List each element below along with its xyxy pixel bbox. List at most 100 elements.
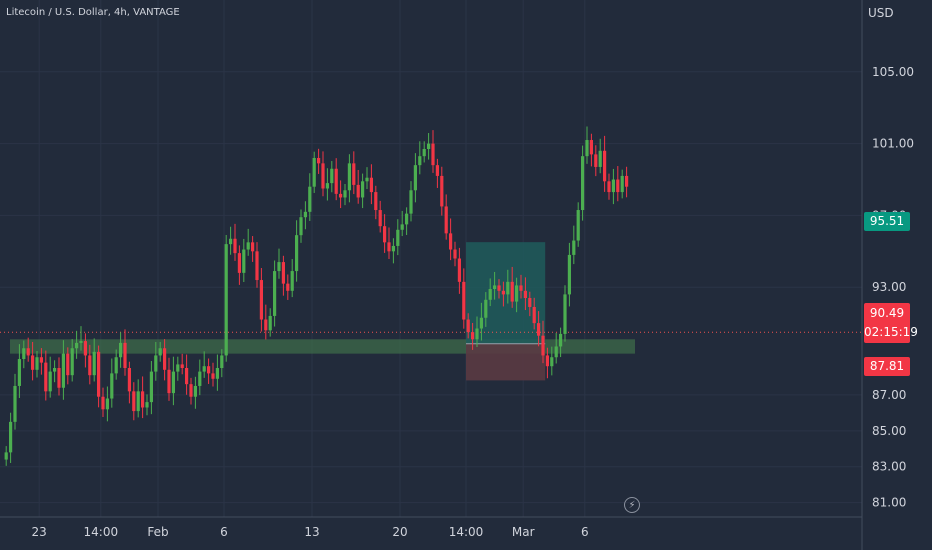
- candle-body[interactable]: [57, 368, 61, 388]
- candle-body[interactable]: [119, 342, 123, 358]
- candle-body[interactable]: [233, 238, 237, 254]
- candle-body[interactable]: [48, 371, 52, 392]
- candle-body[interactable]: [501, 290, 505, 295]
- candle-body[interactable]: [352, 163, 356, 185]
- candle-body[interactable]: [312, 157, 316, 187]
- candle-body[interactable]: [295, 235, 299, 272]
- candle-body[interactable]: [620, 175, 624, 193]
- candle-body[interactable]: [202, 366, 206, 372]
- candle-body[interactable]: [325, 183, 329, 189]
- candle-body[interactable]: [497, 285, 501, 291]
- candle-body[interactable]: [422, 148, 426, 157]
- candle-body[interactable]: [598, 150, 602, 167]
- candle-body[interactable]: [132, 391, 136, 412]
- candle-body[interactable]: [13, 385, 17, 422]
- candle-body[interactable]: [83, 341, 87, 356]
- candle-body[interactable]: [427, 143, 431, 149]
- candle-body[interactable]: [457, 258, 461, 282]
- candle-body[interactable]: [462, 281, 466, 320]
- candle-body[interactable]: [211, 373, 215, 379]
- candle-body[interactable]: [589, 140, 593, 155]
- candle-body[interactable]: [396, 229, 400, 246]
- candle-body[interactable]: [400, 224, 404, 230]
- candle-body[interactable]: [242, 249, 246, 273]
- candle-body[interactable]: [136, 391, 140, 412]
- candle-body[interactable]: [299, 217, 303, 236]
- candle-body[interactable]: [374, 192, 378, 211]
- candle-body[interactable]: [435, 165, 439, 176]
- candle-body[interactable]: [273, 271, 277, 316]
- candle-body[interactable]: [330, 168, 334, 184]
- candle-body[interactable]: [92, 351, 96, 376]
- candle-body[interactable]: [180, 364, 184, 369]
- candle-body[interactable]: [290, 271, 294, 291]
- candle-body[interactable]: [114, 357, 118, 374]
- candle-body[interactable]: [207, 366, 211, 374]
- candle-body[interactable]: [567, 254, 571, 295]
- candle-body[interactable]: [453, 249, 457, 259]
- candle-body[interactable]: [259, 280, 263, 320]
- candle-body[interactable]: [594, 154, 598, 167]
- candle-body[interactable]: [339, 193, 343, 198]
- candle-body[interactable]: [35, 357, 39, 370]
- candle-body[interactable]: [88, 355, 92, 376]
- candle-body[interactable]: [572, 240, 576, 255]
- candle-body[interactable]: [616, 179, 620, 193]
- candle-body[interactable]: [541, 335, 545, 356]
- candle-body[interactable]: [22, 348, 26, 360]
- candle-body[interactable]: [475, 328, 479, 340]
- lightning-bolt-icon[interactable]: ⚡: [624, 497, 640, 513]
- candle-body[interactable]: [444, 206, 448, 234]
- candle-body[interactable]: [537, 323, 541, 336]
- candle-body[interactable]: [391, 245, 395, 252]
- candle-body[interactable]: [308, 186, 312, 212]
- candle-body[interactable]: [176, 364, 180, 372]
- candle-body[interactable]: [171, 371, 175, 394]
- candle-body[interactable]: [545, 355, 549, 367]
- target-zone[interactable]: [466, 242, 546, 344]
- candle-body[interactable]: [185, 368, 189, 385]
- candle-body[interactable]: [44, 362, 48, 392]
- candle-body[interactable]: [158, 348, 162, 356]
- candle-body[interactable]: [303, 211, 307, 218]
- candle-body[interactable]: [189, 384, 193, 397]
- candle-body[interactable]: [607, 181, 611, 193]
- candle-body[interactable]: [101, 396, 105, 410]
- candle-body[interactable]: [215, 368, 219, 379]
- candle-body[interactable]: [431, 143, 435, 166]
- candle-body[interactable]: [405, 213, 409, 225]
- candle-body[interactable]: [413, 165, 417, 191]
- candle-body[interactable]: [246, 242, 250, 250]
- candle-body[interactable]: [523, 290, 527, 298]
- candle-body[interactable]: [334, 168, 338, 194]
- candle-body[interactable]: [378, 210, 382, 227]
- price-axis[interactable]: 105.00101.0097.0093.0087.0085.0083.0081.…: [872, 65, 914, 510]
- candle-body[interactable]: [554, 346, 558, 358]
- candle-body[interactable]: [449, 233, 453, 250]
- candle-body[interactable]: [466, 319, 470, 333]
- candle-body[interactable]: [361, 181, 365, 198]
- candle-body[interactable]: [281, 262, 285, 284]
- candle-body[interactable]: [550, 357, 554, 367]
- candle-body[interactable]: [61, 353, 65, 388]
- candle-body[interactable]: [409, 190, 413, 214]
- candle-body[interactable]: [127, 368, 131, 392]
- candle-body[interactable]: [17, 359, 21, 386]
- candle-body[interactable]: [97, 351, 101, 397]
- candle-body[interactable]: [387, 242, 391, 252]
- stop-zone[interactable]: [466, 343, 546, 381]
- candle-body[interactable]: [488, 289, 492, 300]
- candle-body[interactable]: [4, 452, 8, 460]
- candle-body[interactable]: [123, 342, 127, 369]
- candle-body[interactable]: [9, 421, 13, 453]
- candle-body[interactable]: [585, 140, 589, 157]
- candle-body[interactable]: [611, 179, 615, 193]
- candle-body[interactable]: [515, 285, 519, 302]
- currency-label[interactable]: USD: [868, 6, 894, 20]
- candle-body[interactable]: [484, 299, 488, 318]
- candle-body[interactable]: [26, 348, 30, 356]
- candle-body[interactable]: [286, 283, 290, 291]
- candle-body[interactable]: [167, 369, 171, 394]
- candle-body[interactable]: [220, 355, 224, 369]
